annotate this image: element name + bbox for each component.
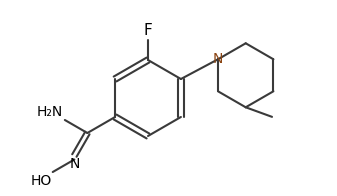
Text: N: N (69, 157, 80, 171)
Text: F: F (144, 23, 152, 38)
Text: N: N (213, 52, 223, 66)
Text: HO: HO (30, 174, 52, 188)
Text: H₂N: H₂N (37, 105, 63, 119)
